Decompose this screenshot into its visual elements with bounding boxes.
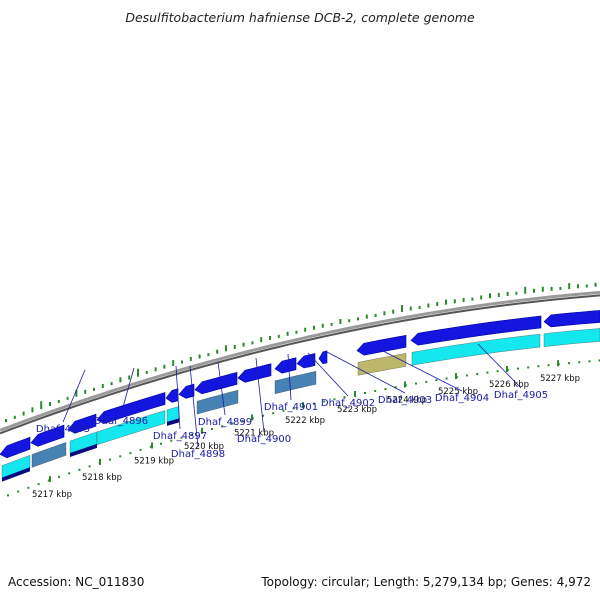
gene-label-leader xyxy=(477,343,522,389)
gene-label[interactable]: Dhaf_4898 xyxy=(171,449,225,460)
gene-label[interactable]: Dhaf_4901 xyxy=(264,402,318,413)
gene-label[interactable]: Dhaf_4895 xyxy=(36,424,90,435)
scale-tick-label: 5219 kbp xyxy=(134,456,174,466)
gene-label[interactable]: Dhaf_4900 xyxy=(237,434,291,445)
gene-label[interactable]: Dhaf_4904 xyxy=(435,393,489,404)
cog-track xyxy=(1,328,600,482)
gene-label-leader xyxy=(120,367,135,415)
gene-arrow[interactable] xyxy=(178,383,195,399)
genome-summary-text: Topology: circular; Length: 5,279,134 bp… xyxy=(260,575,591,589)
scale-tick-label: 5226 kbp xyxy=(489,380,529,390)
gene-labels: Dhaf_4895 Dhaf_4896 Dhaf_4897 Dhaf_4898 Dhaf… xyxy=(36,343,548,460)
gene-arrow[interactable] xyxy=(194,372,238,395)
scale-tick-label: 5218 kbp xyxy=(82,473,122,483)
gene-arrow[interactable] xyxy=(356,334,407,356)
backbone-ring xyxy=(0,290,600,435)
gene-label[interactable]: Dhaf_4902 xyxy=(321,398,375,409)
cog-block xyxy=(357,353,407,376)
gene-arrow[interactable] xyxy=(410,315,542,346)
scale-tick-label: 5225 kbp xyxy=(438,387,478,397)
gene-label-leader xyxy=(287,353,292,401)
gene-arrow[interactable] xyxy=(67,413,97,434)
cog-block xyxy=(196,389,239,415)
cog-block xyxy=(274,371,317,394)
gene-label[interactable]: Dhaf_4905 xyxy=(494,390,548,401)
map-title: Desulfitobacterium hafniense DCB-2, comp… xyxy=(125,10,475,25)
gene-label[interactable]: Dhaf_4899 xyxy=(198,417,252,428)
cog-block-dark xyxy=(70,443,97,458)
cog-block xyxy=(411,333,541,366)
scale-tick-label: 5227 kbp xyxy=(540,374,580,384)
gene-arrow[interactable] xyxy=(543,310,600,328)
gene-label-leader xyxy=(326,351,406,394)
gc-content-track xyxy=(5,282,597,423)
gene-label-leader xyxy=(175,365,181,430)
gene-track xyxy=(0,310,600,459)
scale-tick-label: 5220 kbp xyxy=(184,442,224,452)
scale-tick-label: 5222 kbp xyxy=(285,416,325,426)
scale-ticks: 5217 kbp 5218 kbp 5219 kbp 5220 kbp 5221 kbp… xyxy=(7,359,600,500)
gene-arrow[interactable] xyxy=(30,424,65,447)
gene-label[interactable]: Dhaf_4896 xyxy=(94,416,148,427)
gene-arrow[interactable] xyxy=(274,357,297,374)
gene-label-leader xyxy=(62,369,86,423)
gene-label-leader xyxy=(382,350,463,392)
scale-tick-label: 5221 kbp xyxy=(234,429,274,439)
gene-arrow[interactable] xyxy=(237,363,272,383)
accession-text: Accession: NC_011830 xyxy=(8,575,144,589)
cog-block xyxy=(96,410,166,446)
scale-tick-label: 5224 kbp xyxy=(387,396,427,406)
gene-label-leader xyxy=(217,361,226,416)
scale-tick-label: 5223 kbp xyxy=(337,405,377,415)
cog-block-dark xyxy=(167,418,179,426)
gene-label-leader xyxy=(189,365,199,448)
gene-label-leader xyxy=(307,352,349,397)
backbone-line-outer xyxy=(0,290,600,432)
backbone-line-inner xyxy=(0,294,600,435)
gene-arrow[interactable] xyxy=(96,392,166,424)
cog-block xyxy=(31,442,67,468)
gene-arrow[interactable] xyxy=(0,436,31,459)
gene-label[interactable]: Dhaf_4903 xyxy=(378,395,432,406)
scale-tick-label: 5217 kbp xyxy=(32,490,72,500)
gene-label-leader xyxy=(255,357,265,433)
gene-label[interactable]: Dhaf_4897 xyxy=(153,431,207,442)
cog-block-dark xyxy=(2,467,30,482)
gene-arrow[interactable] xyxy=(165,388,179,403)
gene-arrow[interactable] xyxy=(296,353,316,369)
cog-block xyxy=(543,328,600,347)
gene-arrow[interactable] xyxy=(318,350,328,365)
